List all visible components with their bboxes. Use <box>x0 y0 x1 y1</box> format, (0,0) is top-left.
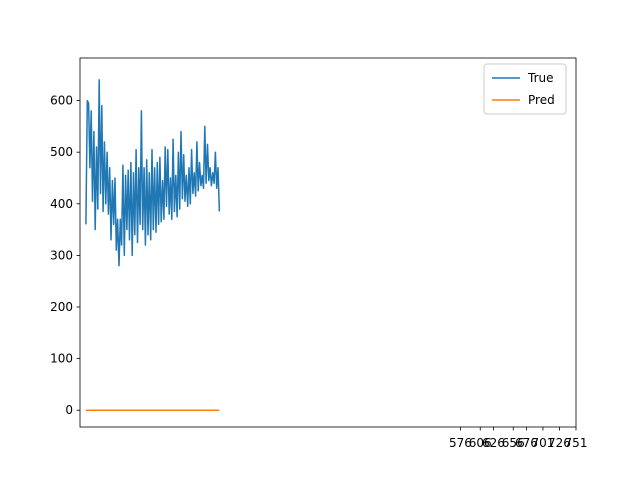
x-tick-label: 656 <box>502 436 525 450</box>
x-tick-label: 751 <box>565 436 588 450</box>
plot-area <box>85 79 221 411</box>
x-tick-label: 701 <box>532 436 555 450</box>
axes-frame <box>79 57 577 428</box>
legend-label-true: True <box>527 71 554 85</box>
series-line-true <box>85 79 221 267</box>
y-tick-label: 100 <box>50 352 73 366</box>
legend: True Pred <box>483 63 567 115</box>
x-tick-label: 626 <box>482 436 505 450</box>
y-tick-label: 600 <box>50 94 73 108</box>
legend-label-pred: Pred <box>528 93 555 107</box>
y-tick-label: 300 <box>50 248 73 262</box>
y-tick-label: 500 <box>50 145 73 159</box>
x-tick-label: 576 <box>449 436 472 450</box>
x-tick-label: 676 <box>515 436 538 450</box>
y-tick-label: 400 <box>50 197 73 211</box>
y-tick-label: 200 <box>50 300 73 314</box>
axes: 0 100 200 300 400 500 600 576606626656676701726… <box>50 57 588 450</box>
x-tick-label: 606 <box>469 436 492 450</box>
legend-box <box>483 63 567 115</box>
y-tick-label: 0 <box>65 403 73 417</box>
x-tick-label: 726 <box>548 436 571 450</box>
